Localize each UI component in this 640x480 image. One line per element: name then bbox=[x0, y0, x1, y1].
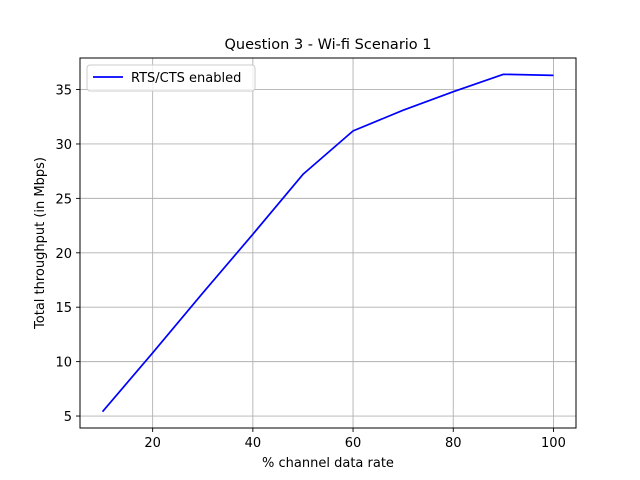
x-axis-ticks: 20 40 60 80 100 bbox=[144, 428, 566, 451]
x-tick-label: 60 bbox=[345, 436, 362, 451]
plot-area-frame bbox=[79, 57, 577, 429]
y-axis-label: Total throughput (in Mbps) bbox=[33, 157, 48, 330]
series-layer bbox=[101, 73, 554, 413]
legend-box bbox=[86, 64, 256, 92]
y-axis-ticks: 5 10 15 20 25 30 35 bbox=[55, 84, 80, 425]
y-tick-label: 25 bbox=[55, 192, 72, 207]
chart-title: Question 3 - Wi-fi Scenario 1 bbox=[224, 37, 431, 53]
y-tick-label: 5 bbox=[64, 410, 72, 425]
x-tick-label: 20 bbox=[144, 436, 161, 451]
x-tick-label: 80 bbox=[445, 436, 462, 451]
series-line bbox=[101, 73, 554, 413]
y-tick-label: 30 bbox=[55, 138, 72, 153]
y-tick-label: 10 bbox=[55, 356, 72, 371]
grid bbox=[80, 58, 576, 428]
y-tick-label: 35 bbox=[55, 84, 72, 99]
x-tick-label: 40 bbox=[245, 436, 262, 451]
legend: RTS/CTS enabled bbox=[86, 64, 256, 92]
legend-label: RTS/CTS enabled bbox=[131, 71, 241, 86]
y-tick-label: 15 bbox=[55, 301, 72, 316]
x-tick-label: 100 bbox=[541, 436, 566, 451]
y-tick-label: 20 bbox=[55, 247, 72, 262]
x-axis-label: % channel data rate bbox=[262, 456, 394, 471]
